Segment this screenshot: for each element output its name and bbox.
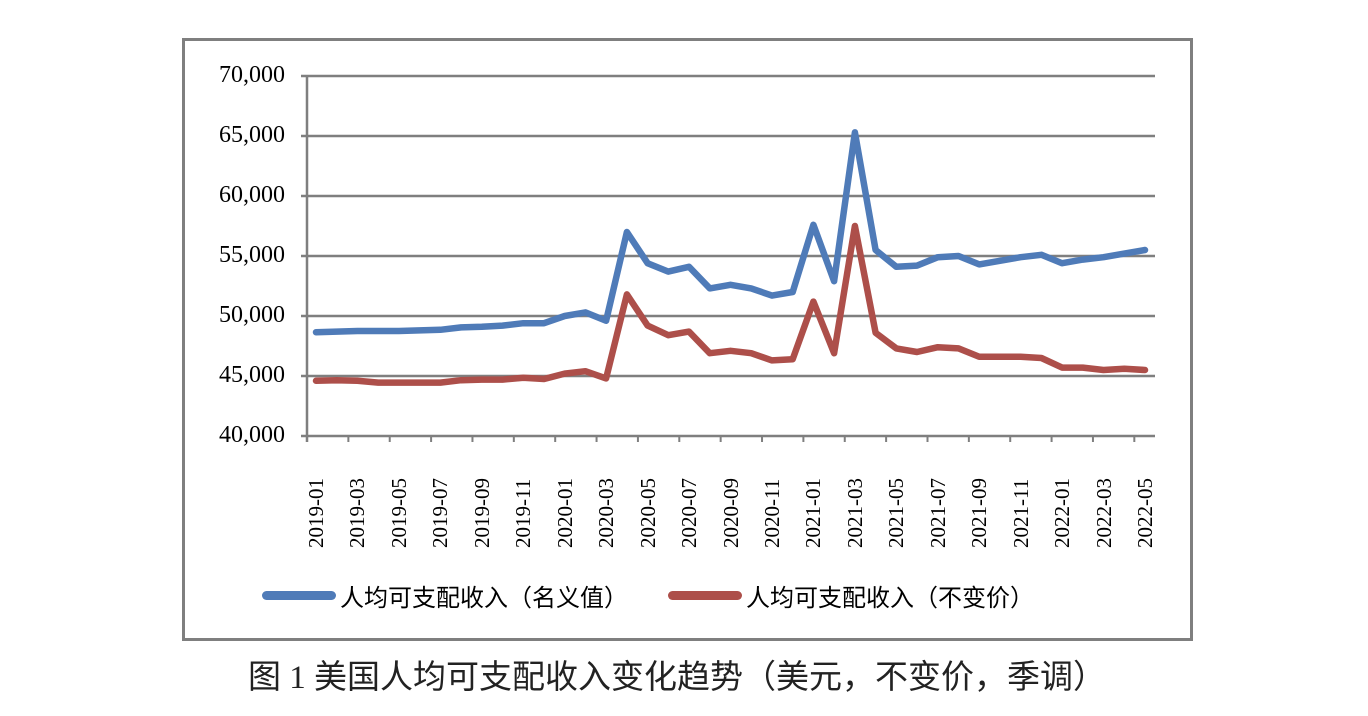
x-tick-label: 2020-07 — [677, 478, 702, 548]
series-line-constant-price — [312, 222, 1149, 386]
x-tick-label: 2020-01 — [552, 478, 577, 548]
legend-swatch-blue-line-icon — [262, 590, 336, 600]
x-tick-label: 2020-05 — [635, 478, 660, 548]
x-tick-label: 2019-11 — [511, 478, 536, 548]
y-tick-label: 55,000 — [219, 242, 285, 268]
legend-item-constant-price: 人均可支配收入（不变价） — [668, 578, 1034, 613]
legend-swatch-red-line-icon — [668, 590, 742, 600]
x-tick-label: 2019-05 — [386, 478, 411, 548]
x-tick-label: 2021-05 — [884, 478, 909, 548]
x-tick-label: 2019-01 — [304, 478, 328, 548]
y-tick-label: 70,000 — [219, 62, 285, 88]
x-tick-label: 2019-07 — [428, 478, 453, 548]
y-tick-label: 65,000 — [219, 122, 285, 148]
chart-frame — [182, 38, 1193, 641]
x-tick-label: 2019-03 — [345, 478, 370, 548]
x-tick-label: 2021-07 — [925, 478, 950, 548]
x-tick-label: 2020-09 — [718, 478, 743, 548]
x-tick-label: 2020-03 — [594, 478, 619, 548]
chart-legend: 人均可支配收入（名义值） 人均可支配收入（不变价） — [262, 578, 1074, 613]
x-tick-label: 2019-09 — [469, 478, 494, 548]
y-tick-label: 50,000 — [219, 302, 285, 328]
series-line-nominal — [312, 129, 1149, 336]
x-tick-label: 2022-01 — [1050, 478, 1075, 548]
x-tick-label: 2021-01 — [801, 478, 826, 548]
x-tick-label: 2022-03 — [1091, 478, 1116, 548]
legend-item-nominal: 人均可支配收入（名义值） — [262, 578, 628, 613]
figure-caption: 图 1 美国人均可支配收入变化趋势（美元，不变价，季调） — [248, 660, 1106, 696]
x-tick-label: 2022-05 — [1133, 478, 1157, 548]
x-tick-label: 2021-11 — [1008, 478, 1033, 548]
legend-label-constant-price: 人均可支配收入（不变价） — [746, 585, 1034, 612]
y-tick-label: 60,000 — [219, 182, 285, 208]
y-tick-label: 40,000 — [219, 422, 285, 448]
y-tick-label: 45,000 — [219, 362, 285, 388]
x-tick-label: 2021-03 — [842, 478, 867, 548]
legend-label-nominal: 人均可支配收入（名义值） — [340, 585, 628, 612]
x-tick-label: 2020-11 — [759, 478, 784, 548]
x-tick-label: 2021-09 — [967, 478, 992, 548]
